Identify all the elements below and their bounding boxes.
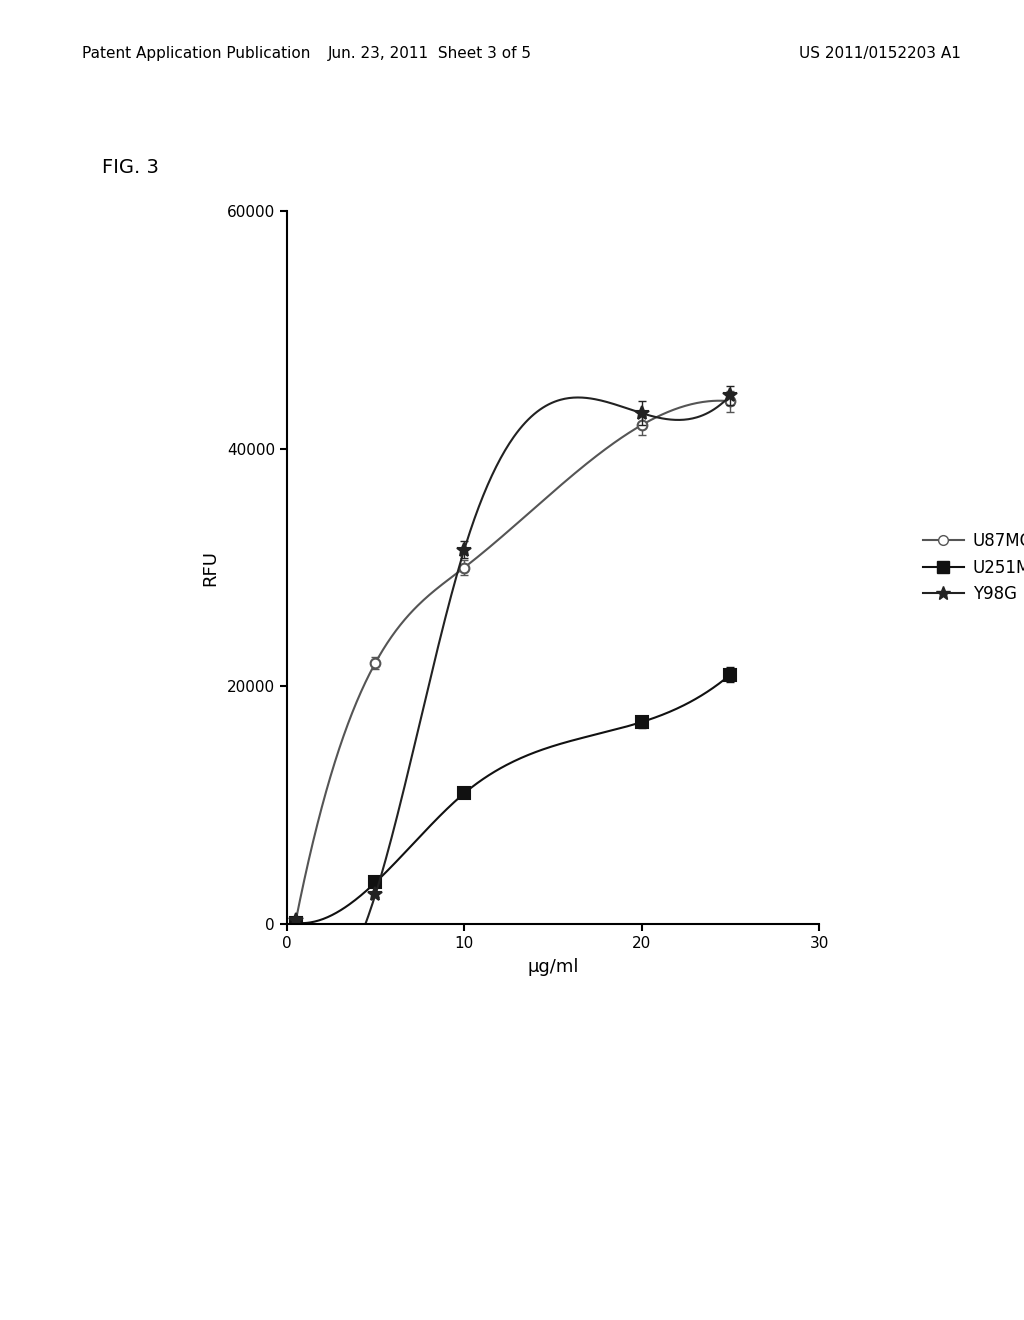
Text: US 2011/0152203 A1: US 2011/0152203 A1 xyxy=(799,46,961,61)
Text: Patent Application Publication: Patent Application Publication xyxy=(82,46,310,61)
Y-axis label: RFU: RFU xyxy=(202,549,220,586)
X-axis label: μg/ml: μg/ml xyxy=(527,958,579,975)
Text: FIG. 3: FIG. 3 xyxy=(102,158,160,177)
Text: Jun. 23, 2011  Sheet 3 of 5: Jun. 23, 2011 Sheet 3 of 5 xyxy=(328,46,532,61)
Legend: U87MG, U251MG, Y98G: U87MG, U251MG, Y98G xyxy=(915,525,1024,610)
